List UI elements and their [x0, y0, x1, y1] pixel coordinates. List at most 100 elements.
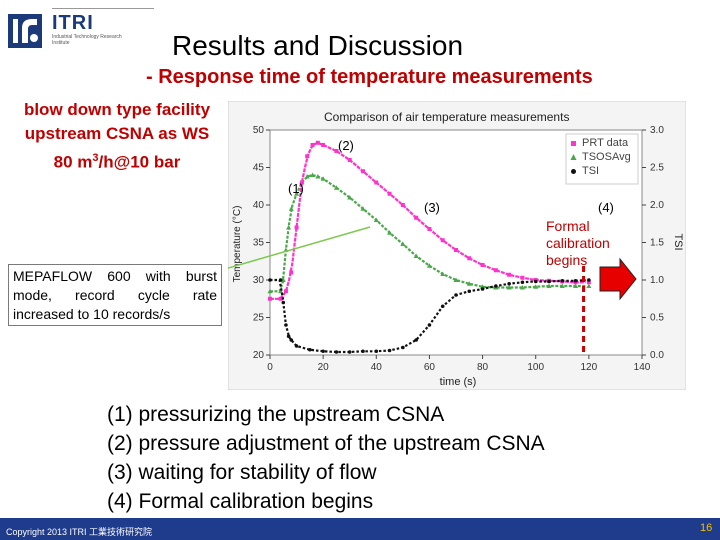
data-point [426, 263, 432, 268]
x-axis-label: time (s) [440, 376, 477, 388]
data-point [413, 253, 419, 258]
data-point [519, 285, 525, 290]
data-point [361, 349, 365, 354]
x-tick-label: 140 [634, 362, 651, 373]
facility-line-2: upstream CSNA as WS [24, 124, 210, 143]
facility-rate-prefix: 80 m [53, 152, 93, 172]
itri-logo: ITRI Industrial Technology Research Inst… [8, 8, 154, 50]
data-point [480, 284, 486, 289]
legend-marker [570, 154, 577, 160]
data-point [587, 278, 591, 282]
data-point [294, 191, 300, 196]
data-point [304, 174, 310, 179]
facility-rate: 80 m3/h@10 bar [4, 146, 230, 175]
data-point [467, 256, 472, 261]
data-point [268, 278, 272, 282]
data-point [286, 334, 291, 339]
data-point [401, 345, 405, 350]
data-point [286, 225, 292, 230]
itri-logo-icon [8, 14, 42, 48]
y-tick-label: 35 [253, 238, 265, 249]
calibration-label-line: calibration [546, 235, 610, 251]
data-point [320, 176, 326, 181]
data-point [414, 338, 418, 342]
facility-rate-sup: 3 [92, 152, 99, 164]
data-point [278, 278, 283, 282]
data-point [480, 263, 485, 267]
data-point [453, 277, 459, 282]
x-tick-label: 100 [527, 362, 544, 373]
data-point [289, 270, 294, 275]
arrow-right-icon [599, 257, 637, 301]
y-tick-label: 45 [253, 163, 265, 174]
data-point [454, 293, 458, 297]
x-tick-label: 60 [424, 362, 436, 373]
data-point [321, 349, 325, 354]
copyright: Copyright 2013 ITRI 工業技術研究院 [6, 527, 153, 537]
data-point [310, 143, 315, 147]
footer-bar [0, 518, 720, 540]
data-point [506, 285, 512, 290]
data-point [281, 300, 286, 305]
data-point [466, 281, 472, 286]
note-item: (1) pressurizing the upstream CSNA [107, 403, 445, 426]
data-point [586, 283, 592, 288]
logo-subtitle: Industrial Technology Research Institute [52, 34, 122, 46]
data-point [294, 344, 299, 348]
x-tick-label: 40 [371, 362, 383, 373]
data-point [440, 238, 445, 243]
y-tick-label: 30 [253, 275, 265, 286]
data-point [546, 283, 552, 288]
x-tick-label: 120 [581, 362, 598, 373]
data-point [454, 248, 458, 252]
series-tsi [268, 278, 591, 354]
note-item: (3) waiting for stability of flow [107, 461, 377, 484]
data-point [284, 323, 288, 327]
data-point [288, 206, 294, 211]
facility-line-1: blow down type facility [23, 100, 211, 119]
data-point [267, 288, 273, 294]
x-tick-label: 20 [318, 362, 330, 373]
data-point [268, 296, 272, 301]
series-layer [267, 140, 592, 354]
annotation-3: (3) [424, 200, 440, 215]
data-point [299, 180, 304, 185]
data-point [520, 280, 525, 285]
data-point [278, 296, 283, 301]
data-point [427, 323, 432, 327]
y2-tick-label: 2.0 [650, 200, 664, 211]
data-point [573, 283, 579, 288]
data-point [361, 169, 365, 174]
data-point [374, 180, 379, 185]
y-axis-label: Temperature (°C) [232, 206, 243, 283]
slide-subtitle: - Response time of temperature measureme… [146, 66, 593, 88]
data-point [305, 154, 310, 159]
legend-marker [571, 169, 576, 174]
data-point [559, 283, 565, 288]
data-point [427, 227, 432, 231]
data-point [347, 158, 352, 162]
data-point [283, 289, 288, 294]
x-tick-label: 0 [267, 362, 273, 373]
notes-list: (1) pressurizing the upstream CSNA (2) p… [107, 400, 545, 516]
chart-title: Comparison of air temperature measuremen… [324, 110, 569, 124]
data-point [560, 278, 565, 283]
data-point [315, 174, 321, 179]
calibration-label-line: Formal [546, 218, 590, 234]
y-tick-label: 50 [253, 125, 265, 136]
data-point [387, 348, 392, 353]
data-point [400, 241, 406, 246]
y-tick-label: 20 [253, 350, 265, 361]
data-point [334, 350, 339, 354]
legend-label: TSI [582, 165, 599, 177]
y2-axis-label: TSI [672, 233, 684, 250]
data-point [533, 279, 538, 284]
slide-title: Results and Discussion [172, 30, 464, 61]
legend-marker [571, 141, 576, 146]
data-point [400, 203, 405, 207]
annotation-1: (1) [288, 181, 304, 196]
legend-label: PRT data [582, 137, 629, 149]
y2-tick-label: 2.5 [650, 163, 664, 174]
data-point [278, 288, 284, 294]
